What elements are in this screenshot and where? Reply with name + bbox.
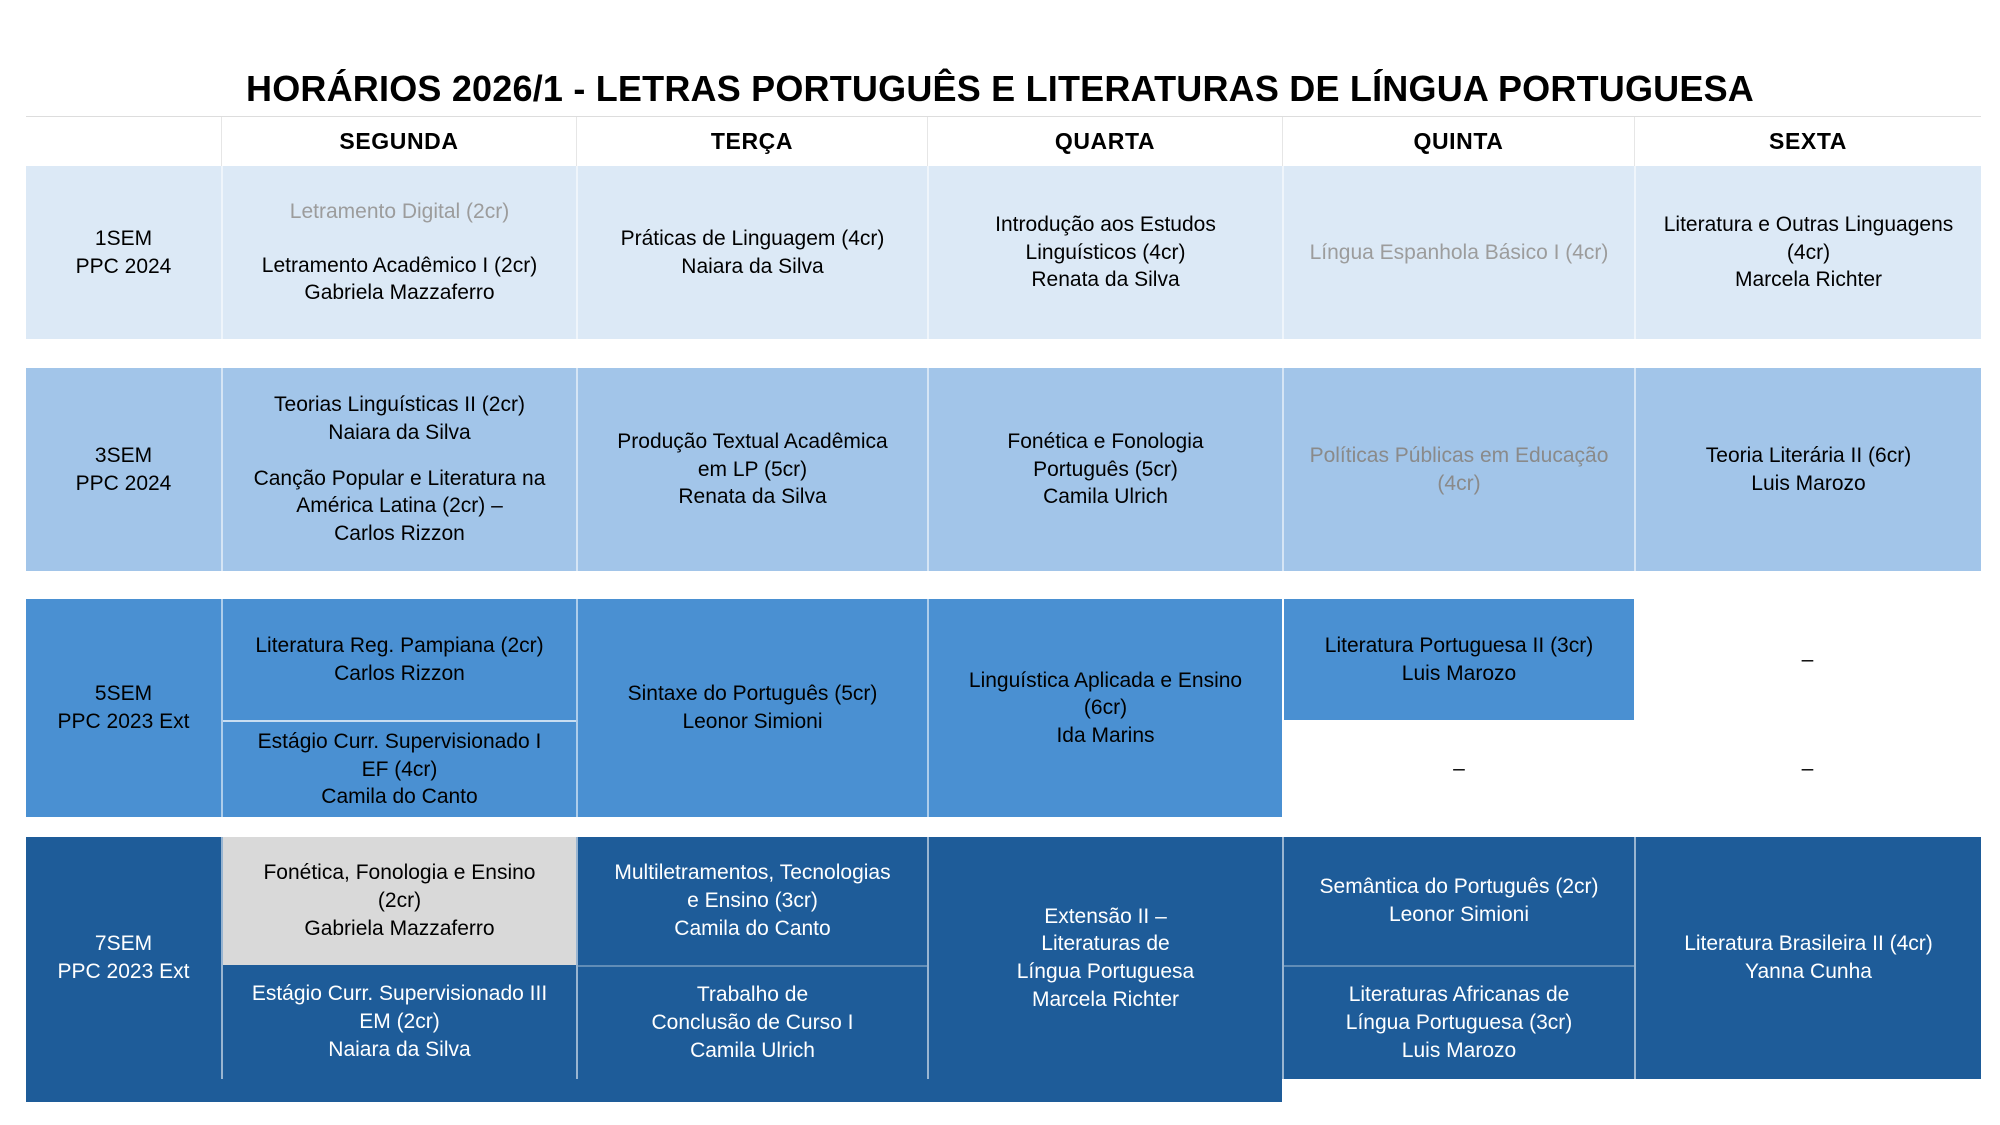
course-estagio-superv-i: Estágio Curr. Supervisionado I EF (4cr) …	[223, 720, 576, 817]
col-7sem-terca: Multiletramentos, Tecnologias e Ensino (…	[576, 837, 927, 1079]
row-7sem: 7SEM PPC 2023 Ext Fonética, Fonologia e …	[26, 837, 1981, 1079]
cell-5sem-quinta-empty: –	[1284, 720, 1634, 818]
row-label-5sem: 5SEM PPC 2023 Ext	[26, 599, 221, 818]
day-header-sexta: SEXTA	[1634, 117, 1981, 166]
course-estagio-superv-iii: Estágio Curr. Supervisionado III EM (2cr…	[251, 982, 548, 1061]
header-corner	[26, 117, 221, 166]
day-header-terca: TERÇA	[576, 117, 927, 166]
col-5sem-segunda: Literatura Reg. Pampiana (2cr) Carlos Ri…	[221, 599, 576, 818]
cell-1sem-segunda: Letramento Digital (2cr) Letramento Acad…	[221, 166, 576, 339]
cell-1sem-terca: Práticas de Linguagem (4cr) Naiara da Si…	[576, 166, 927, 339]
cell-3sem-quarta: Fonética e Fonologia Português (5cr) Cam…	[927, 368, 1282, 571]
cell-5sem-sexta-empty-bottom: –	[1634, 720, 1981, 818]
row-5sem: 5SEM PPC 2023 Ext Literatura Reg. Pampia…	[26, 599, 1981, 818]
course-cancao-popular: Canção Popular e Literatura na América L…	[253, 466, 546, 546]
cell-5sem-terca: Sintaxe do Português (5cr) Leonor Simion…	[576, 599, 927, 818]
course-letramento-academico: Letramento Acadêmico I (2cr) Gabriela Ma…	[261, 253, 538, 305]
col-5sem-sexta: – –	[1634, 599, 1981, 818]
cell-7sem-sexta: Literatura Brasileira II (4cr) Yanna Cun…	[1634, 837, 1981, 1079]
course-tcc-i: Trabalho de Conclusão de Curso I Camila …	[578, 965, 927, 1079]
day-header-quinta: QUINTA	[1282, 117, 1634, 166]
course-literatura-portuguesa-ii: Literatura Portuguesa II (3cr) Luis Maro…	[1284, 599, 1634, 720]
course-letramento-digital: Letramento Digital (2cr)	[289, 199, 510, 223]
course-literatura-pampiana: Literatura Reg. Pampiana (2cr) Carlos Ri…	[255, 633, 544, 685]
schedule-table: SEGUNDA TERÇA QUARTA QUINTA SEXTA 1SEM P…	[26, 116, 1981, 1102]
course-semantica-portugues: Semântica do Português (2cr) Leonor Simi…	[1319, 875, 1599, 926]
page-title: HORÁRIOS 2026/1 - LETRAS PORTUGUÊS E LIT…	[246, 68, 1754, 110]
cell-7sem-quarta: Extensão II – Literaturas de Língua Port…	[927, 837, 1282, 1079]
col-7sem-segunda: Fonética, Fonologia e Ensino (2cr) Gabri…	[221, 837, 576, 1079]
course-teorias-linguisticas: Teorias Linguísticas II (2cr) Naiara da …	[274, 393, 525, 444]
cell-1sem-quinta: Língua Espanhola Básico I (4cr)	[1282, 166, 1634, 339]
row-3sem: 3SEM PPC 2024 Teorias Linguísticas II (2…	[26, 368, 1981, 571]
cell-1sem-sexta: Literatura e Outras Linguagens (4cr) Mar…	[1634, 166, 1981, 339]
day-header-segunda: SEGUNDA	[221, 117, 576, 166]
course-literaturas-africanas: Literaturas Africanas de Língua Portugue…	[1284, 965, 1634, 1079]
next-row-strip	[26, 1079, 1282, 1102]
col-5sem-quinta: Literatura Portuguesa II (3cr) Luis Maro…	[1282, 599, 1634, 818]
course-multiletramentos: Multiletramentos, Tecnologias e Ensino (…	[614, 861, 891, 940]
cell-3sem-terca: Produção Textual Acadêmica em LP (5cr) R…	[576, 368, 927, 571]
cell-3sem-quinta: Políticas Públicas em Educação (4cr)	[1282, 368, 1634, 571]
day-header-quarta: QUARTA	[927, 117, 1282, 166]
row-label-1sem: 1SEM PPC 2024	[75, 226, 172, 278]
col-7sem-quinta: Semântica do Português (2cr) Leonor Simi…	[1282, 837, 1634, 1079]
row-label-3sem: 3SEM PPC 2024	[75, 443, 172, 495]
cell-5sem-sexta-empty-top: –	[1634, 599, 1981, 720]
cell-3sem-sexta: Teoria Literária II (6cr) Luis Marozo	[1634, 368, 1981, 571]
course-fonetica-fonologia-ensino: Fonética, Fonologia e Ensino (2cr) Gabri…	[223, 837, 576, 965]
cell-1sem-quarta: Introdução aos Estudos Linguísticos (4cr…	[927, 166, 1282, 339]
cell-5sem-quarta: Linguística Aplicada e Ensino (6cr) Ida …	[927, 599, 1282, 818]
row-1sem: 1SEM PPC 2024 Letramento Digital (2cr) L…	[26, 166, 1981, 339]
cell-3sem-segunda: Teorias Linguísticas II (2cr) Naiara da …	[221, 368, 576, 571]
day-header-row: SEGUNDA TERÇA QUARTA QUINTA SEXTA	[26, 116, 1981, 166]
row-label-7sem: 7SEM PPC 2023 Ext	[57, 932, 190, 983]
